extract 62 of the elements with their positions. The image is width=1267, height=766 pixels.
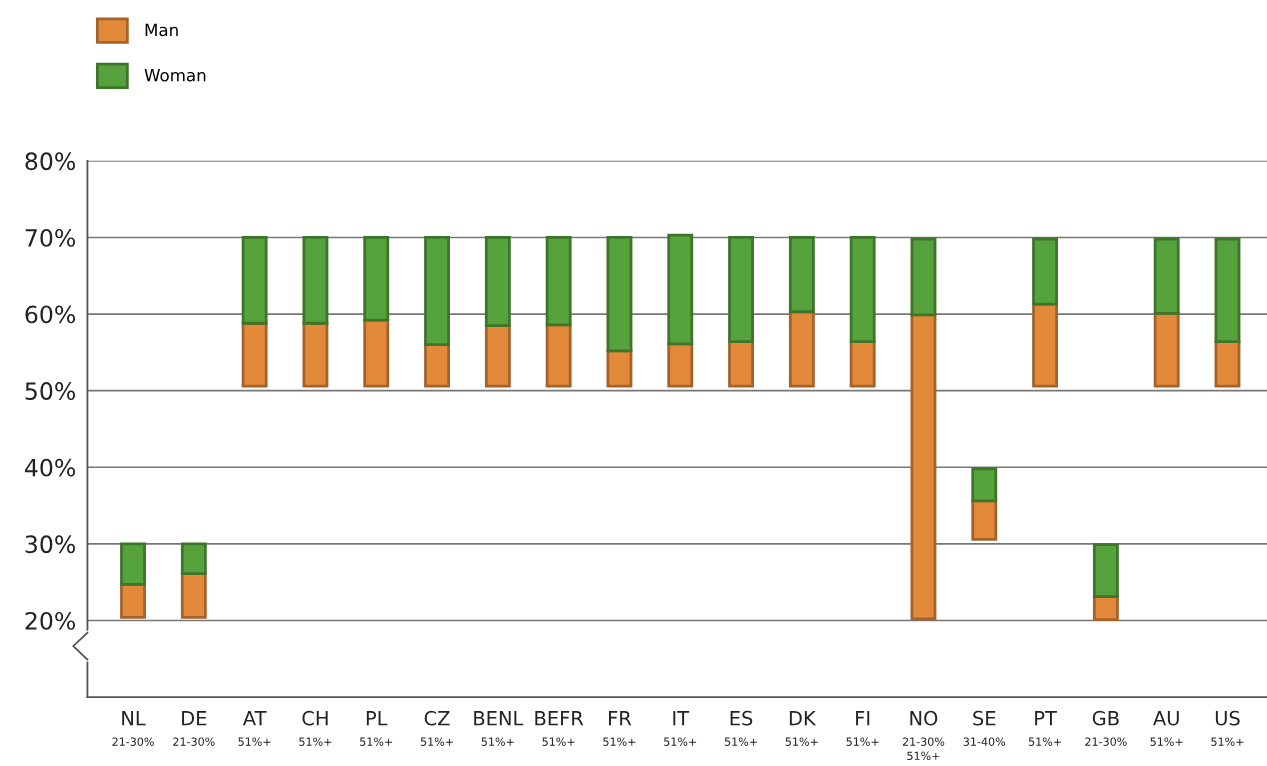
bar	[667, 342, 694, 388]
x-tick-label: NO 21-30% 51%+	[902, 710, 945, 761]
x-tick-label: FI 51%+	[846, 711, 879, 746]
x-tick-label: PL 51%+	[360, 711, 393, 746]
x-tick-label: NL 21-30%	[112, 711, 154, 746]
y-tick-label: 50%	[25, 382, 76, 400]
bar	[910, 313, 937, 621]
bar	[788, 310, 815, 388]
y-tick-label: 40%	[24, 458, 76, 477]
bar	[1092, 595, 1119, 622]
bar	[1032, 237, 1059, 306]
x-tick-label: PT 51%+	[1028, 711, 1061, 746]
y-tick-label: 30%	[25, 535, 76, 554]
bar	[971, 499, 998, 541]
bar	[545, 323, 572, 388]
bar	[1092, 543, 1119, 599]
bar	[1032, 302, 1059, 388]
bar	[910, 237, 937, 317]
x-tick-label: FR 51%+	[603, 711, 636, 746]
x-tick-label: AU 51%+	[1150, 711, 1183, 746]
bar	[241, 236, 268, 325]
bar	[1214, 237, 1241, 344]
x-tick-label: IT 51%+	[664, 711, 697, 746]
bar	[1214, 340, 1241, 388]
legend-label: Man	[145, 23, 178, 37]
bar	[971, 467, 998, 503]
x-tick-label: DK 51%+	[785, 711, 818, 746]
x-tick-label: CZ 51%+	[420, 710, 453, 746]
bar	[302, 236, 329, 325]
bar	[1153, 237, 1180, 315]
x-tick-label: GB 21-30%	[1085, 710, 1127, 746]
y-tick-label: 70%	[25, 228, 76, 247]
legend-label: Woman	[144, 69, 206, 82]
x-tick-label: BENL 51%+	[474, 711, 524, 746]
bar	[728, 340, 754, 388]
bar	[484, 236, 511, 327]
bar	[484, 324, 511, 388]
bar	[424, 343, 450, 388]
x-tick-label: BEFR 51%+	[535, 711, 584, 746]
x-tick-label: ES 51%+	[724, 710, 757, 746]
y-tick-label: 20%	[25, 611, 76, 630]
x-tick-label: AT 51%+	[238, 711, 271, 746]
y-tick-label: 60%	[25, 305, 76, 324]
x-tick-label: SE 31-40%	[963, 710, 1006, 746]
bar	[545, 236, 572, 327]
x-tick-label: US 51%+	[1211, 710, 1244, 746]
bar	[606, 236, 633, 353]
bar	[120, 542, 146, 586]
bar	[606, 349, 633, 388]
bar	[788, 236, 815, 314]
bar	[849, 340, 876, 388]
bar	[363, 236, 390, 322]
bar	[667, 233, 694, 346]
bar	[180, 542, 207, 576]
bar	[728, 236, 754, 344]
bar	[424, 236, 450, 347]
y-tick-label: 80%	[25, 152, 76, 171]
bar	[180, 572, 207, 619]
x-tick-label: CH 51%+	[299, 710, 332, 746]
bar	[849, 236, 876, 344]
bar	[120, 583, 146, 619]
x-tick-label: DE 21-30%	[173, 711, 215, 746]
